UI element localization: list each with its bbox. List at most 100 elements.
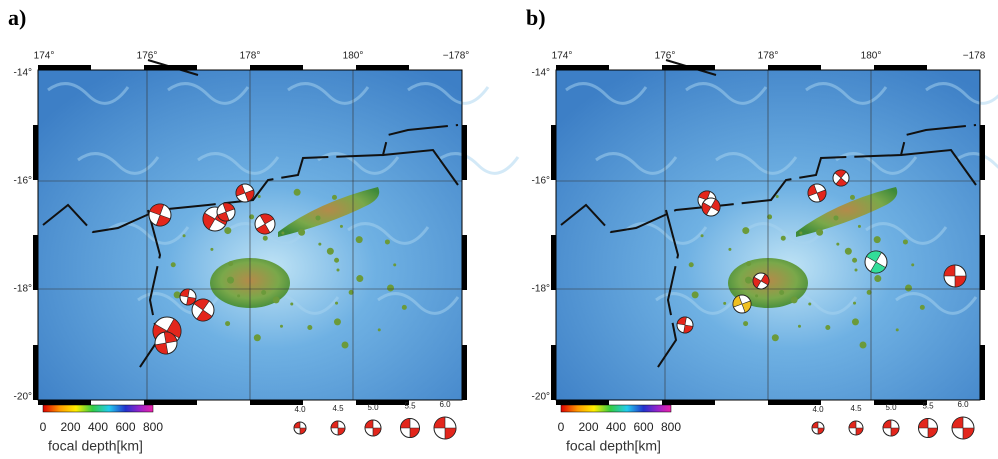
small-island [327, 248, 334, 255]
panel-label: b) [526, 5, 546, 30]
colorbar-title: focal depth[km] [566, 438, 661, 454]
magnitude-label: 4.5 [850, 404, 862, 413]
frame-tick [551, 235, 556, 290]
frame-tick [33, 125, 38, 180]
colorbar-tick-label: 400 [606, 420, 626, 434]
colorbar-tick-label: 400 [88, 420, 108, 434]
lat-tick-label: -20° [14, 392, 32, 403]
lon-tick-label: 174° [34, 51, 55, 62]
lon-tick-label: 174° [552, 51, 573, 62]
small-island [903, 239, 908, 244]
small-island [237, 294, 240, 297]
small-island [845, 248, 852, 255]
frame-tick [144, 400, 197, 405]
small-island [850, 195, 855, 200]
frame-tick [556, 400, 609, 405]
lat-tick-label: -20° [532, 392, 550, 403]
frame-tick [874, 400, 927, 405]
small-island [779, 290, 784, 295]
small-island [298, 229, 305, 236]
small-island [334, 318, 341, 325]
small-island [171, 262, 176, 267]
small-island [334, 258, 339, 263]
lon-tick-label: 178° [758, 51, 779, 62]
small-island [798, 325, 801, 328]
small-island [261, 290, 266, 295]
small-island [210, 248, 213, 251]
lat-tick-label: -18° [532, 284, 550, 295]
small-island [224, 227, 231, 234]
colorbar [561, 405, 671, 412]
small-island [858, 225, 861, 228]
small-island [742, 227, 749, 234]
small-island [356, 236, 363, 243]
frame-tick [250, 65, 303, 70]
colorbar-tick-label: 0 [40, 420, 47, 434]
small-island [335, 302, 338, 305]
colorbar-tick-label: 800 [143, 420, 163, 434]
small-island [816, 229, 823, 236]
lon-tick-label: 180° [343, 51, 364, 62]
small-island [318, 243, 321, 246]
small-island [332, 195, 337, 200]
frame-tick [33, 345, 38, 400]
frame-tick [462, 235, 467, 290]
colorbar-tick-label: 200 [578, 420, 598, 434]
magnitude-label: 5.5 [922, 402, 934, 411]
small-island [387, 284, 394, 291]
frame-tick [551, 345, 556, 400]
frame-tick [662, 400, 715, 405]
frame-tick [551, 125, 556, 180]
colorbar-tick-label: 600 [633, 420, 653, 434]
magnitude-label: 4.5 [332, 404, 344, 413]
small-island [746, 261, 751, 266]
magnitude-label: 5.5 [404, 402, 416, 411]
small-island [254, 334, 261, 341]
colorbar-title: focal depth[km] [48, 438, 143, 454]
lat-tick-label: -18° [14, 284, 32, 295]
colorbar-tick-label: 800 [661, 420, 681, 434]
small-island [743, 321, 748, 326]
small-island [781, 236, 786, 241]
magnitude-label: 6.0 [439, 400, 451, 409]
frame-tick [874, 65, 927, 70]
small-island [402, 305, 407, 310]
magnitude-label: 4.0 [294, 405, 306, 414]
small-island [911, 263, 914, 266]
frame-tick [144, 65, 197, 70]
lon-tick-label: −178° [443, 51, 470, 62]
small-island [692, 291, 699, 298]
colorbar-tick-label: 0 [558, 420, 565, 434]
lon-tick-label: 176° [137, 51, 158, 62]
small-island [342, 341, 349, 348]
small-island [340, 225, 343, 228]
colorbar [43, 405, 153, 412]
small-island [183, 234, 186, 237]
small-island [294, 189, 301, 196]
small-island [920, 305, 925, 310]
small-island [755, 294, 758, 297]
small-island [855, 269, 858, 272]
frame-tick [462, 345, 467, 400]
panel-label: a) [8, 5, 26, 30]
frame-tick [556, 65, 609, 70]
frame-tick [980, 345, 985, 400]
small-island [337, 269, 340, 272]
small-island [378, 328, 381, 331]
small-island [896, 328, 899, 331]
small-island [852, 258, 857, 263]
small-island [701, 234, 704, 237]
small-island [852, 318, 859, 325]
frame-tick [980, 125, 985, 180]
small-island [723, 302, 726, 305]
small-island [280, 325, 283, 328]
small-island [228, 261, 233, 266]
lon-tick-label: 180° [861, 51, 882, 62]
small-island [808, 303, 811, 306]
small-island [874, 236, 881, 243]
frame-tick [980, 235, 985, 290]
magnitude-label: 4.0 [812, 405, 824, 414]
small-island [833, 215, 838, 220]
magnitude-label: 5.0 [367, 403, 379, 412]
figure: a)174°176°178°180°−178°-14°-16°-18°-20°0… [0, 0, 998, 459]
